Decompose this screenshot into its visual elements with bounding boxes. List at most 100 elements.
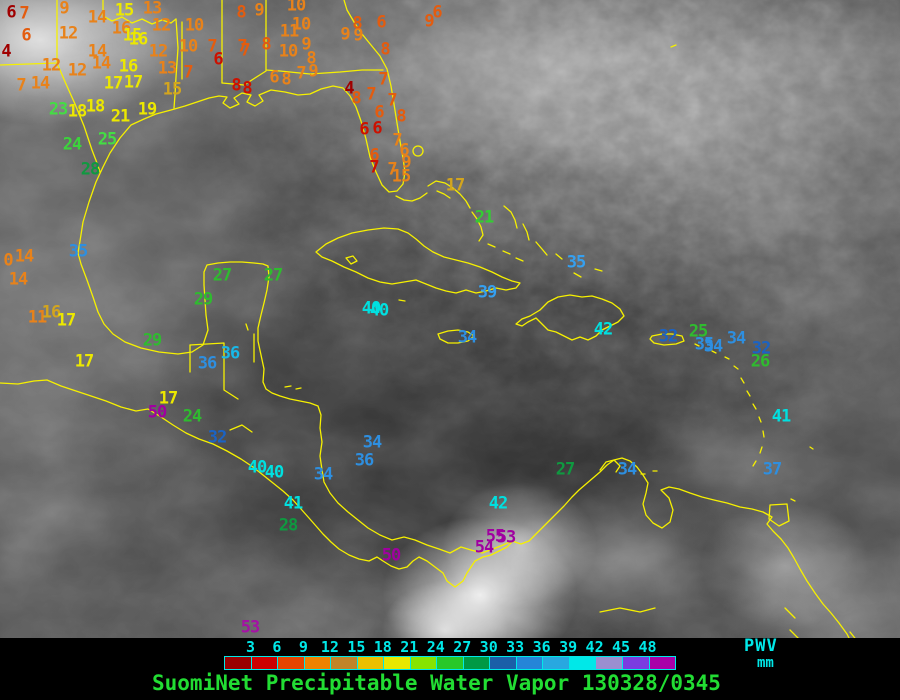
pwv-station-value: 42 bbox=[488, 493, 509, 514]
pwv-station-value: 36 bbox=[354, 450, 375, 471]
pwv-station-value: 8 bbox=[236, 2, 246, 23]
colorbar-tick-label: 45 bbox=[612, 638, 631, 656]
pwv-station-value: 27 bbox=[555, 459, 576, 480]
pwv-station-value: 6 bbox=[369, 145, 379, 166]
colorbar-tick-label: 39 bbox=[559, 638, 578, 656]
pwv-station-value: 37 bbox=[762, 459, 783, 480]
pwv-station-value: 25 bbox=[97, 129, 118, 150]
colorbar-segment bbox=[516, 657, 544, 669]
pwv-station-value: 16 bbox=[111, 18, 132, 39]
pwv-colorbar bbox=[224, 656, 676, 670]
pwv-station-value: 42 bbox=[593, 319, 614, 340]
pwv-station-value: 55 bbox=[485, 526, 506, 547]
island-antilles bbox=[759, 446, 763, 454]
colorbar-segment bbox=[463, 657, 491, 669]
border-line bbox=[56, 62, 101, 173]
pwv-station-value: 34 bbox=[313, 464, 334, 485]
island-antilles bbox=[762, 430, 765, 438]
pwv-station-value: 13 bbox=[142, 0, 163, 19]
border-line bbox=[102, 0, 177, 25]
island-antilles bbox=[752, 403, 757, 410]
island-tobago bbox=[790, 498, 796, 502]
pwv-station-value: 14 bbox=[87, 7, 108, 28]
colorbar-tick-label: 30 bbox=[479, 638, 498, 656]
colorbar-segment bbox=[251, 657, 279, 669]
river-line bbox=[784, 607, 796, 619]
island-bahamas bbox=[573, 272, 582, 278]
pwv-station-value: 17 bbox=[74, 351, 95, 372]
pwv-station-value: 34 bbox=[362, 432, 383, 453]
pwv-station-value: 8 bbox=[380, 39, 390, 60]
pwv-station-value: 35 bbox=[566, 252, 587, 273]
pwv-station-value: 32 bbox=[658, 326, 679, 347]
pwv-station-value: 21 bbox=[110, 106, 131, 127]
pwv-station-value: 7 bbox=[366, 84, 376, 105]
pwv-station-value: 7 bbox=[296, 63, 306, 84]
pwv-station-value: 8 bbox=[231, 75, 241, 96]
pwv-station-value: 7 bbox=[240, 40, 250, 61]
pwv-station-value: 34 bbox=[726, 328, 747, 349]
pwv-station-value: 12 bbox=[58, 23, 79, 44]
pwv-station-value: 14 bbox=[87, 41, 108, 62]
pwv-station-value: 17 bbox=[103, 73, 124, 94]
island-antilles bbox=[746, 390, 751, 397]
image-title: SuomiNet Precipitable Water Vapor 130328… bbox=[152, 671, 721, 695]
colorbar-segment bbox=[543, 657, 570, 669]
pwv-station-value: 34 bbox=[457, 327, 478, 348]
colorbar-segment bbox=[304, 657, 332, 669]
pwv-station-value: 9 bbox=[340, 24, 350, 45]
pwv-station-value: 36 bbox=[197, 353, 218, 374]
coastline-pacific bbox=[0, 379, 513, 588]
island-bahamas bbox=[427, 180, 471, 209]
colorbar-segment bbox=[357, 657, 385, 669]
pwv-station-value: 15 bbox=[114, 0, 135, 21]
pwv-station-value: 32 bbox=[751, 338, 772, 359]
border-line bbox=[265, 0, 384, 75]
pwv-station-value: 8 bbox=[242, 78, 252, 99]
coastline-mainland bbox=[77, 0, 868, 700]
pwv-station-value: 15 bbox=[122, 25, 143, 46]
island-bay bbox=[284, 385, 292, 388]
colorbar-tick-label: 12 bbox=[320, 638, 339, 656]
pwv-station-value: 8 bbox=[352, 13, 362, 34]
pwv-station-value: 35 bbox=[694, 334, 715, 355]
pwv-station-value: 11 bbox=[27, 307, 48, 328]
colorbar-segment bbox=[569, 657, 597, 669]
colorbar-segment bbox=[437, 657, 464, 669]
pwv-station-value: 18 bbox=[85, 96, 106, 117]
colorbar-tick-label: 3 bbox=[245, 638, 255, 656]
pwv-station-value: 54 bbox=[474, 537, 495, 558]
colorbar-segment bbox=[490, 657, 517, 669]
island-bahamas bbox=[555, 253, 563, 260]
pwv-station-value: 34 bbox=[703, 336, 724, 357]
pwv-station-value: 15 bbox=[391, 166, 412, 187]
pwv-station-value: 10 bbox=[178, 36, 199, 57]
pwv-station-value: 40 bbox=[264, 462, 285, 483]
pwv-station-value: 10 bbox=[184, 15, 205, 36]
colorbar-tick-label: 33 bbox=[506, 638, 525, 656]
pwv-station-value: 36 bbox=[220, 343, 241, 364]
pwv-station-value: 7 bbox=[19, 3, 29, 24]
pwv-station-value: 13 bbox=[157, 58, 178, 79]
pwv-units-label: mm bbox=[757, 655, 774, 671]
border-line bbox=[221, 70, 267, 86]
pwv-station-value: 15 bbox=[162, 79, 183, 100]
island-bahamas bbox=[503, 205, 518, 229]
pwv-station-value: 6 bbox=[399, 140, 409, 161]
colorbar-segment bbox=[225, 657, 252, 669]
pwv-station-value: 12 bbox=[148, 41, 169, 62]
river-line bbox=[599, 607, 656, 613]
island-bermuda bbox=[670, 44, 677, 48]
pwv-station-value: 17 bbox=[56, 310, 77, 331]
pwv-station-value: 28 bbox=[80, 159, 101, 180]
pwv-station-value: 24 bbox=[182, 406, 203, 427]
colorbar-tick-label: 9 bbox=[298, 638, 308, 656]
island-antilles bbox=[694, 343, 700, 347]
pwv-station-value: 41 bbox=[771, 406, 792, 427]
pwv-station-value: 7 bbox=[392, 130, 402, 151]
pwv-station-value: 0 bbox=[3, 250, 13, 271]
pwv-station-value: 9 bbox=[301, 34, 311, 55]
colorbar-segment bbox=[596, 657, 623, 669]
pwv-station-value: 7 bbox=[387, 90, 397, 111]
pwv-station-value: 25 bbox=[688, 321, 709, 342]
